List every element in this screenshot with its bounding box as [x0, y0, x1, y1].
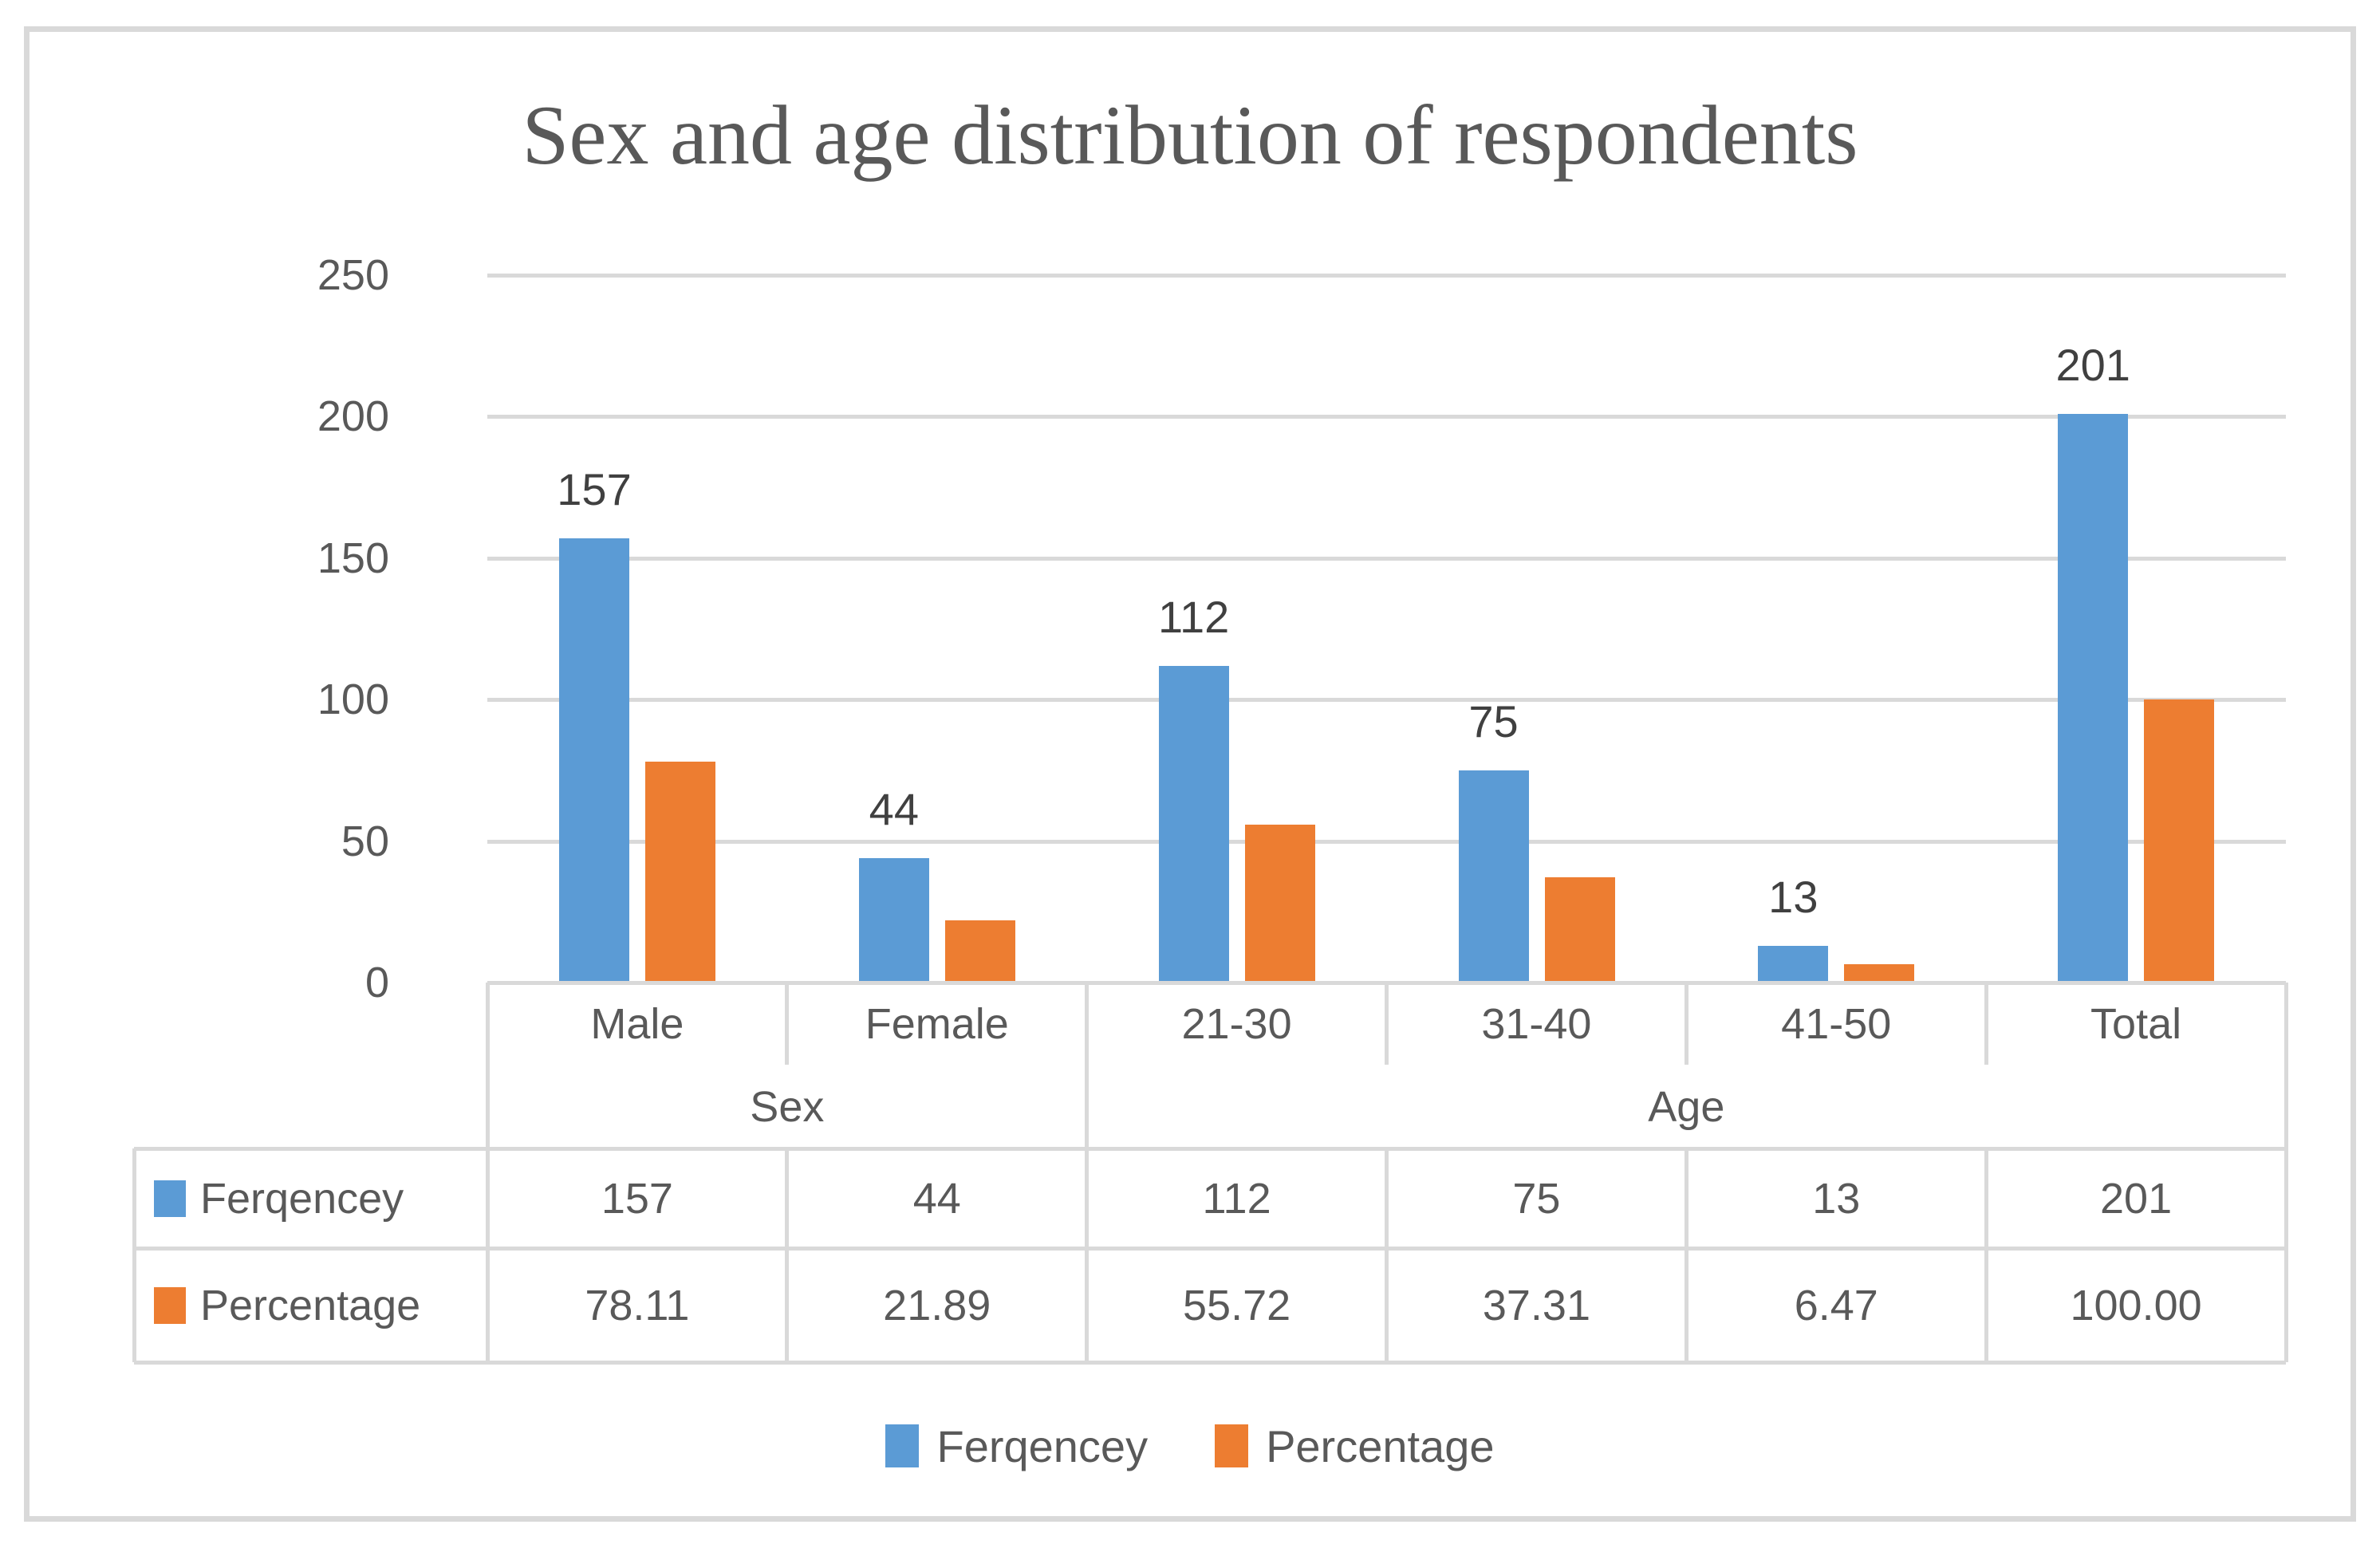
y-axis-tick-label: 200: [317, 392, 389, 441]
legend-label: Ferqencey: [936, 1420, 1149, 1471]
table-series-divider: [1385, 1148, 1389, 1362]
bar-ferqencey-total: [2058, 413, 2129, 983]
table-row-header-percentage: Percentage: [154, 1248, 487, 1362]
table-value-cell: 55.72: [1183, 1281, 1291, 1329]
bar-data-label: 75: [1468, 695, 1519, 746]
table-value-cell: 44: [912, 1174, 961, 1223]
legend: Ferqencey Percentage: [0, 1418, 2380, 1474]
table-series-divider: [1085, 1148, 1090, 1362]
bar-ferqencey-41-50: [1758, 945, 1829, 983]
table-value-cell: 157: [601, 1174, 673, 1223]
gridline-150: [487, 556, 2286, 561]
y-axis-tick-label: 50: [341, 817, 389, 865]
table-series-divider: [1684, 1148, 1688, 1362]
bar-percentage-total: [2144, 699, 2215, 983]
table-value-cell: 100.00: [2070, 1281, 2202, 1329]
gridline-250: [487, 274, 2286, 278]
table-border-right: [2283, 983, 2288, 1362]
table-category-label-41-50: 41-50: [1781, 999, 1892, 1048]
legend-swatch-icon: [1215, 1424, 1249, 1467]
bar-percentage-male: [645, 761, 715, 983]
bar-ferqencey-31-40: [1458, 770, 1529, 983]
legend-item-percentage: Percentage: [1215, 1420, 1495, 1472]
table-border-left: [132, 1148, 136, 1362]
gridline-50: [487, 839, 2286, 844]
y-axis-tick-label: 150: [317, 534, 389, 582]
table-value-cell: 21.89: [883, 1281, 991, 1329]
bar-percentage-31-40: [1544, 876, 1615, 983]
bar-percentage-41-50: [1844, 964, 1915, 983]
table-category-label-31-40: 31-40: [1481, 999, 1592, 1048]
series-key-swatch-icon: [154, 1180, 186, 1217]
bar-data-label: 44: [869, 783, 919, 834]
bar-percentage-21-30: [1244, 825, 1315, 983]
table-category-divider: [1684, 983, 1688, 1065]
table-border: [134, 1246, 2286, 1251]
chart-title: Sex and age distribution of respondents: [522, 89, 1858, 182]
table-category-divider: [785, 983, 790, 1065]
table-group-label-age: Age: [1648, 1082, 1725, 1131]
table-category-label-total: Total: [2090, 999, 2182, 1048]
gridline-100: [487, 698, 2286, 703]
table-series-divider: [785, 1148, 790, 1362]
table-series-divider: [1984, 1148, 1988, 1362]
table-row-header-ferqencey: Ferqencey: [154, 1148, 487, 1248]
table-value-cell: 6.47: [1794, 1281, 1878, 1329]
table-border: [485, 983, 490, 1362]
legend-item-ferqencey: Ferqencey: [885, 1420, 1148, 1472]
table-category-label-21-30: 21-30: [1181, 999, 1292, 1048]
bar-data-label: 13: [1768, 871, 1818, 922]
y-axis-tick-label: 0: [364, 959, 389, 1006]
bar-data-label: 201: [2055, 339, 2130, 390]
table-category-divider: [1984, 983, 1988, 1065]
table-category-label-male: Male: [590, 999, 684, 1048]
bar-ferqencey-male: [559, 538, 629, 983]
series-name-label: Percentage: [200, 1281, 421, 1329]
table-border-bottom: [134, 1360, 2286, 1365]
bar-percentage-female: [944, 920, 1015, 983]
table-category-divider: [1085, 983, 1090, 1065]
table-border: [134, 1146, 2286, 1151]
legend-swatch-icon: [885, 1424, 920, 1467]
series-name-label: Ferqencey: [200, 1174, 404, 1223]
table-value-cell: 13: [1812, 1174, 1861, 1223]
bar-ferqencey-female: [858, 857, 929, 983]
bar-data-label: 112: [1158, 591, 1230, 642]
series-key-swatch-icon: [154, 1286, 186, 1324]
table-value-cell: 201: [2100, 1174, 2173, 1223]
table-group-label-sex: Sex: [750, 1082, 825, 1131]
y-axis-tick-label: 250: [317, 251, 389, 299]
gridline-200: [487, 415, 2286, 419]
table-value-cell: 112: [1202, 1174, 1271, 1223]
legend-label: Percentage: [1266, 1420, 1495, 1471]
bar-ferqencey-21-30: [1158, 665, 1229, 983]
table-value-cell: 37.31: [1482, 1281, 1590, 1329]
table-value-cell: 75: [1512, 1174, 1561, 1223]
bar-data-label: 157: [557, 463, 632, 514]
y-axis-tick-label: 100: [317, 676, 389, 724]
table-category-label-female: Female: [865, 999, 1009, 1048]
table-group-divider: [1085, 1065, 1090, 1148]
table-category-divider: [1385, 983, 1389, 1065]
table-value-cell: 78.11: [585, 1281, 690, 1329]
